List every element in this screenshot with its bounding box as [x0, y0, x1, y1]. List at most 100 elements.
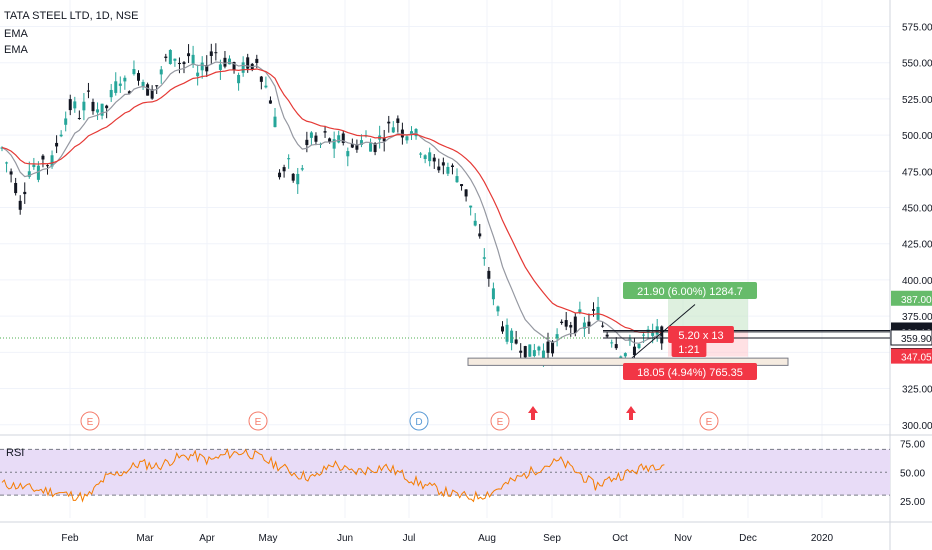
candle-body — [32, 164, 36, 168]
rsi-tick-label: 50.00 — [900, 468, 925, 479]
trend-line[interactable] — [629, 304, 696, 360]
candle-body — [514, 339, 518, 344]
candle-body — [428, 152, 432, 162]
candle-body — [96, 109, 100, 113]
candle-body — [86, 90, 90, 92]
time-axis-label: Nov — [674, 533, 692, 544]
candle-body — [177, 62, 181, 65]
time-axis-label: May — [259, 533, 278, 544]
candle-body — [141, 81, 145, 88]
up-arrow-icon — [528, 406, 538, 420]
candle-body — [9, 171, 13, 175]
candle-body — [105, 105, 109, 109]
candle-body — [228, 58, 231, 65]
candle-body — [332, 139, 336, 149]
candle-body — [359, 140, 363, 145]
candle-body — [91, 101, 95, 112]
candle-body — [137, 73, 140, 81]
candle-body — [482, 257, 486, 259]
candle-body — [146, 84, 150, 96]
price-axis-badge — [890, 329, 932, 346]
candle-body — [419, 153, 423, 155]
ema-legend-2: EMA — [4, 44, 28, 56]
candle-body — [400, 129, 404, 138]
candle-body — [300, 168, 304, 170]
candle-body — [555, 334, 559, 339]
ema-legend-1: EMA — [4, 28, 28, 40]
event-marker-text: E — [706, 417, 713, 428]
candle-body — [118, 83, 122, 86]
candle-body — [341, 133, 345, 143]
price-tick-label: 575.00 — [902, 22, 932, 33]
candle-body — [255, 58, 259, 63]
candle-body — [537, 346, 541, 351]
candle-body — [55, 142, 59, 147]
target-label-bg — [623, 282, 757, 299]
event-marker-text: D — [415, 417, 422, 428]
price-tick-label: 375.00 — [902, 312, 932, 323]
candle-body — [278, 172, 282, 178]
time-axis-label: Oct — [612, 533, 628, 544]
candle-body — [614, 344, 618, 349]
candle-body — [68, 99, 72, 111]
candle-body — [59, 134, 63, 137]
candle-body — [109, 89, 113, 98]
candle-body — [660, 326, 664, 344]
event-marker[interactable] — [409, 411, 429, 431]
candle-body — [14, 182, 18, 194]
candle-body — [323, 131, 327, 133]
candle-body — [610, 342, 614, 344]
candle-body — [191, 54, 195, 64]
candle-body — [651, 332, 655, 336]
up-arrow-icon — [626, 406, 636, 420]
target-zone[interactable] — [668, 298, 748, 331]
event-marker-text: E — [255, 417, 262, 428]
event-marker[interactable] — [80, 411, 100, 431]
candle-body — [36, 165, 40, 180]
event-marker[interactable] — [490, 411, 510, 431]
candle-body — [637, 343, 641, 349]
candle-body — [173, 58, 177, 61]
candle-body — [601, 325, 605, 327]
candle-body — [18, 200, 22, 210]
candle-body — [464, 189, 468, 197]
candle-body — [168, 50, 172, 64]
candle-body — [350, 144, 354, 148]
candle-body — [268, 100, 272, 104]
price-axis-badge-text: 387.00 — [901, 295, 932, 306]
candle-body — [209, 51, 213, 56]
candle-body — [573, 316, 577, 334]
candle-body — [305, 139, 309, 146]
candle-body — [196, 72, 200, 77]
time-axis-label: Jun — [337, 533, 353, 544]
candle-body — [441, 162, 445, 166]
time-axis-label: Feb — [61, 533, 79, 544]
ema-fast-line — [1, 61, 662, 344]
candle-body — [496, 306, 500, 312]
candle-body — [23, 191, 27, 195]
candle-body — [41, 155, 45, 160]
candle-body — [237, 74, 241, 84]
time-axis-label: Aug — [478, 533, 496, 544]
candle-body — [582, 322, 586, 329]
candle-body — [382, 138, 386, 142]
candle-body — [159, 69, 163, 75]
rsi-line — [1, 448, 665, 503]
candle-body — [405, 136, 409, 141]
candle-body — [155, 85, 159, 87]
candle-body — [246, 57, 250, 69]
price-tick-label: 500.00 — [902, 131, 932, 142]
price-tick-label: 475.00 — [902, 167, 932, 178]
candle-body — [642, 334, 646, 336]
event-marker[interactable] — [248, 411, 268, 431]
candle-body — [27, 171, 31, 177]
candle-body — [187, 53, 191, 57]
ratio-label-1: 5.20 x 13 — [678, 330, 723, 342]
event-marker[interactable] — [699, 411, 719, 431]
candle-body — [337, 135, 341, 143]
price-axis-badge-text: 359.90 — [901, 334, 932, 345]
candle-body — [273, 116, 277, 128]
chart-symbol-title: TATA STEEL LTD, 1D, NSE — [4, 10, 139, 22]
candle-body — [587, 321, 591, 327]
